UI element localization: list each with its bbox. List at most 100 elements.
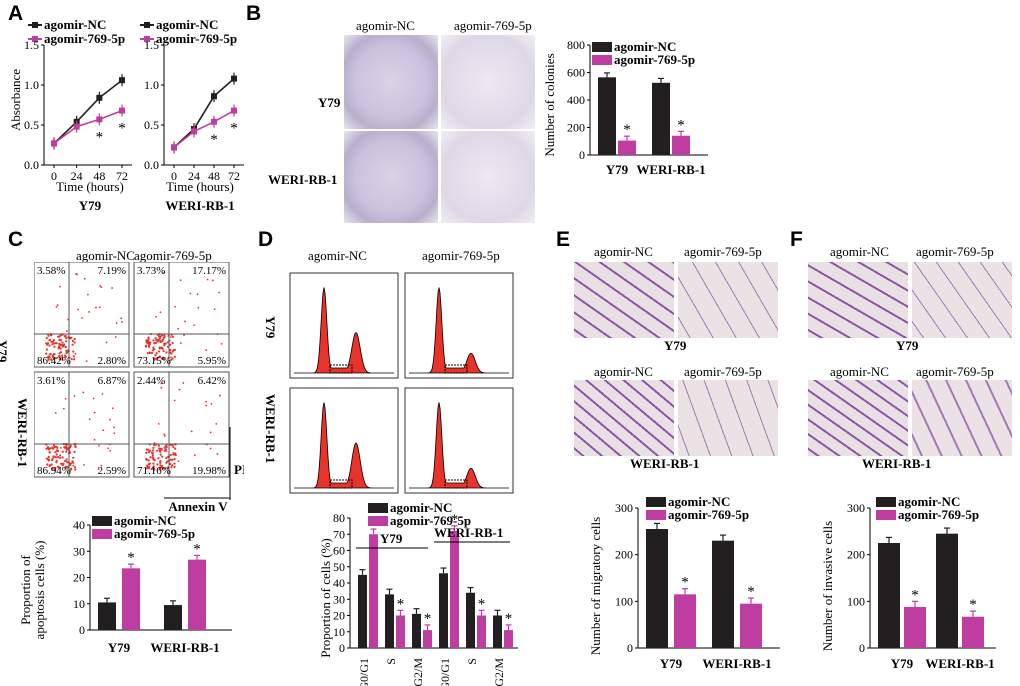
quadrant-ur: 6.87% bbox=[98, 375, 126, 387]
y-tick-label: 200 bbox=[615, 548, 633, 562]
y-tick-label: 1.0 bbox=[24, 78, 39, 92]
event-dot bbox=[70, 467, 73, 470]
event-dot bbox=[54, 342, 57, 345]
category-label: WERI-RB-1 bbox=[150, 640, 219, 655]
bar bbox=[646, 529, 668, 648]
event-dot bbox=[53, 446, 56, 449]
significance-star: * bbox=[911, 587, 919, 603]
event-dot bbox=[149, 462, 152, 465]
bar bbox=[618, 140, 636, 155]
x-tick-label: 48 bbox=[93, 169, 105, 183]
cell-cycle-histograms bbox=[289, 272, 514, 494]
event-dot bbox=[173, 348, 176, 351]
legend-nc-label: agomir-NC bbox=[156, 17, 218, 32]
panel-b-col-mir: agomir-769-5p bbox=[454, 18, 532, 33]
significance-star: * bbox=[478, 596, 486, 612]
event-dot bbox=[59, 334, 62, 337]
event-dot bbox=[174, 305, 177, 308]
panel-a-title-y79: Y79 bbox=[79, 198, 102, 213]
event-dot bbox=[155, 315, 157, 318]
event-dot bbox=[61, 341, 64, 344]
event-dot bbox=[60, 462, 63, 465]
event-dot bbox=[159, 453, 162, 456]
event-dot bbox=[45, 336, 48, 340]
significance-star: * bbox=[96, 129, 104, 145]
event-dot bbox=[165, 461, 168, 464]
category-label: WERI-RB-1 bbox=[702, 656, 771, 671]
histogram-frame bbox=[289, 387, 399, 494]
y-tick-label: 60 bbox=[333, 544, 345, 558]
event-dot bbox=[151, 456, 155, 459]
event-dot bbox=[213, 308, 216, 311]
quadrant-ul: 2.44% bbox=[137, 375, 165, 387]
event-dot bbox=[205, 400, 207, 403]
event-dot bbox=[179, 279, 182, 282]
event-dot bbox=[62, 407, 65, 410]
event-dot bbox=[50, 340, 53, 344]
quadrant-ur: 6.42% bbox=[198, 375, 226, 387]
legend-swatch bbox=[646, 510, 666, 520]
panel-b-ylabel: Number of colonies bbox=[542, 53, 557, 156]
legend-swatch bbox=[92, 529, 112, 539]
event-dot bbox=[162, 336, 165, 339]
legend-label: agomir-NC bbox=[114, 513, 176, 528]
legend-mir-label: agomir-769-5p bbox=[156, 31, 237, 46]
event-dot bbox=[209, 431, 212, 434]
quadrant-ur: 7.19% bbox=[98, 265, 126, 277]
event-dot bbox=[171, 335, 175, 338]
event-dot bbox=[73, 450, 76, 453]
x-tick-label: 24 bbox=[71, 169, 83, 183]
event-dot bbox=[152, 458, 155, 461]
event-dot bbox=[159, 335, 162, 338]
event-dot bbox=[169, 356, 172, 359]
event-dot bbox=[60, 343, 63, 347]
event-dot bbox=[173, 465, 176, 468]
legend-label: agomir-NC bbox=[614, 39, 676, 54]
bar-chart-d: 01020304050607080******agomir-NCagomir-7… bbox=[333, 500, 518, 686]
event-dot bbox=[47, 459, 50, 462]
data-point bbox=[51, 140, 57, 147]
data-point bbox=[96, 94, 103, 101]
y-tick-label: 0.0 bbox=[24, 158, 39, 172]
category-label: Y79 bbox=[660, 656, 683, 671]
event-dot bbox=[172, 445, 175, 449]
category-label: Y79 bbox=[606, 162, 629, 177]
bar bbox=[164, 605, 182, 630]
event-dot bbox=[162, 272, 165, 275]
data-point bbox=[231, 75, 237, 82]
event-dot bbox=[114, 336, 117, 338]
panel-e-ylabel: Number of migratory cells bbox=[588, 517, 603, 655]
event-dot bbox=[66, 449, 68, 451]
bar-chart-b: 0 200 400 600 800 * Y79 * WERI-RB-1 agomir-NCagom… bbox=[567, 38, 708, 177]
event-dot bbox=[165, 450, 167, 453]
event-dot bbox=[120, 317, 123, 320]
panel-d-col-nc: agomir-NC bbox=[308, 248, 367, 263]
y-tick-label: 100 bbox=[847, 594, 865, 608]
event-dot bbox=[178, 388, 181, 391]
bar bbox=[466, 592, 475, 648]
event-dot bbox=[55, 460, 58, 463]
event-dot bbox=[170, 352, 173, 355]
bar bbox=[652, 82, 670, 155]
y-tick-label: 0 bbox=[579, 148, 585, 162]
event-dot bbox=[48, 353, 51, 356]
event-dot bbox=[169, 453, 172, 457]
data-point bbox=[171, 144, 177, 151]
event-dot bbox=[52, 455, 55, 458]
event-dot bbox=[145, 457, 148, 461]
event-dot bbox=[111, 407, 114, 410]
histogram-peaks bbox=[294, 287, 394, 374]
flow-plot-frame bbox=[133, 371, 230, 478]
event-dot bbox=[55, 306, 58, 308]
event-dot bbox=[173, 462, 176, 465]
event-dot bbox=[173, 458, 176, 461]
event-dot bbox=[163, 446, 166, 449]
event-dot bbox=[100, 464, 103, 467]
x-tick-label: 0 bbox=[171, 169, 177, 183]
event-dot bbox=[52, 342, 56, 345]
event-dot bbox=[101, 393, 104, 395]
invasion-image-y79-nc bbox=[808, 262, 908, 338]
event-dot bbox=[62, 462, 65, 465]
event-dot bbox=[121, 321, 123, 323]
event-dot bbox=[169, 462, 172, 466]
